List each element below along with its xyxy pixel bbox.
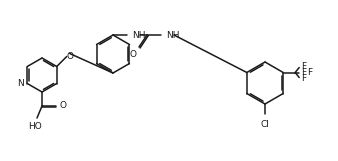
Text: NH: NH	[132, 30, 145, 39]
Text: F: F	[301, 74, 306, 83]
Text: N: N	[18, 79, 24, 88]
Text: F: F	[301, 68, 306, 77]
Text: O: O	[66, 52, 73, 61]
Text: O: O	[60, 101, 67, 110]
Text: Cl: Cl	[261, 120, 269, 129]
Text: F: F	[301, 62, 306, 71]
Text: O: O	[129, 50, 136, 59]
Text: NH: NH	[166, 30, 179, 39]
Text: F: F	[307, 68, 312, 77]
Text: HO: HO	[28, 122, 42, 131]
